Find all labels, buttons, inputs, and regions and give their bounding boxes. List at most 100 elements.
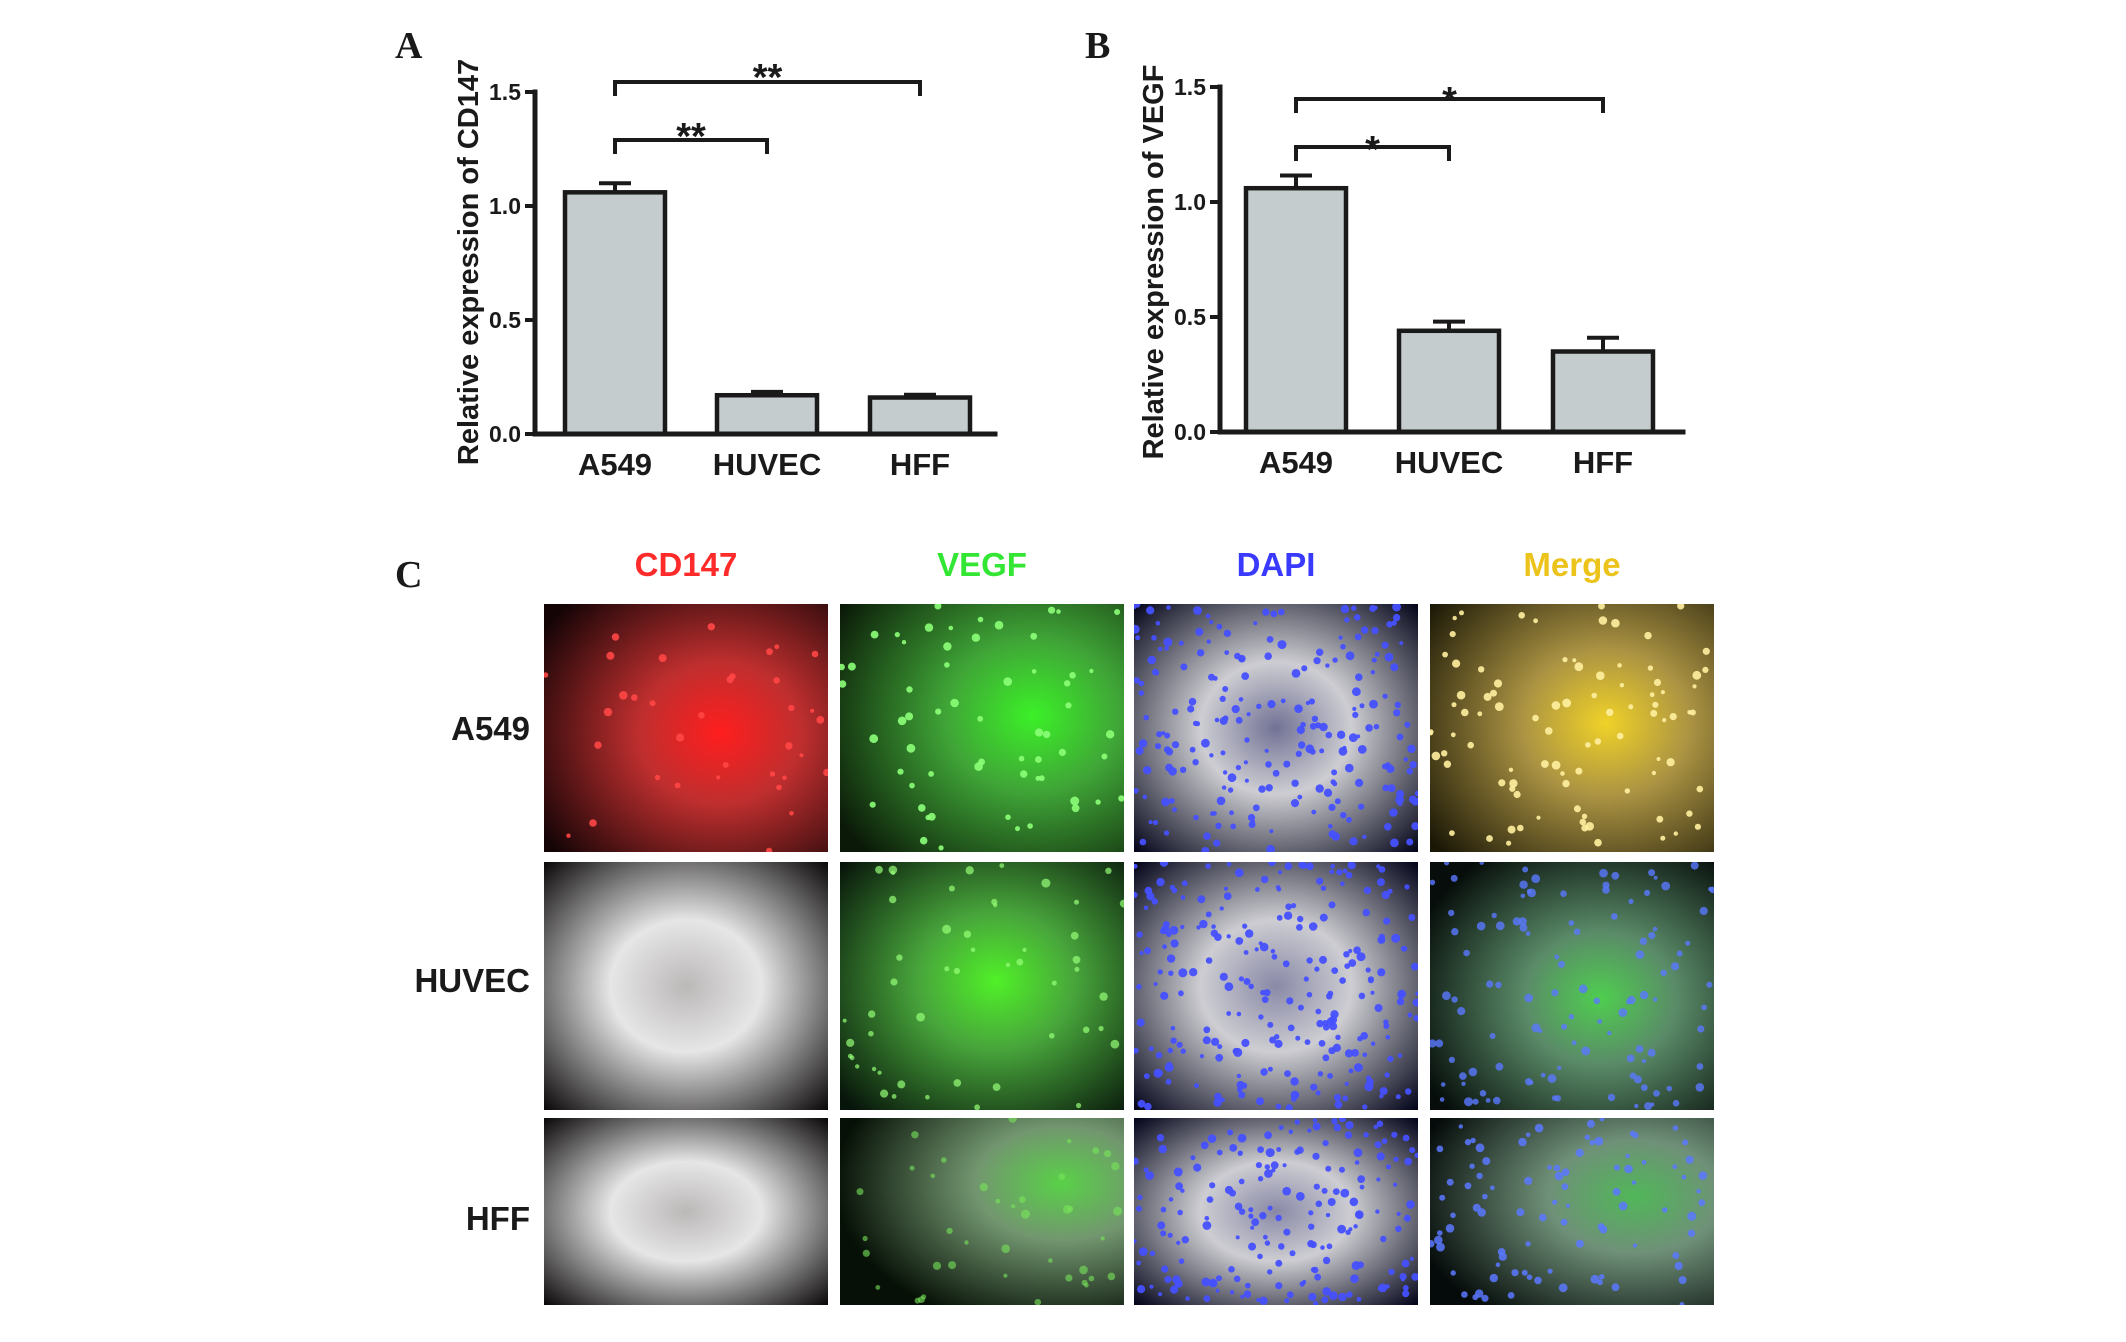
- nucleus-dot: [1155, 621, 1161, 626]
- nucleus-dot: [1180, 1048, 1186, 1054]
- nucleus-dot: [1165, 1078, 1172, 1085]
- nucleus-dot: [1104, 1150, 1112, 1158]
- nucleus-dot: [1178, 968, 1188, 978]
- nucleus-dot: [1531, 874, 1541, 884]
- nucleus-dot: [1145, 1171, 1154, 1180]
- bar-a-huvec: [714, 392, 820, 437]
- nucleus-dot: [1635, 1045, 1644, 1053]
- nucleus-dot: [1308, 1292, 1317, 1301]
- nucleus-dot: [875, 1285, 881, 1290]
- nucleus-dot: [1340, 812, 1347, 819]
- nucleus-dot: [1313, 1183, 1320, 1190]
- nucleus-dot: [1356, 952, 1366, 962]
- nucleus-dot: [1134, 604, 1137, 610]
- nucleus-dot: [776, 784, 782, 791]
- nucleus-dot: [1322, 1140, 1329, 1147]
- nucleus-dot: [1449, 631, 1456, 638]
- nucleus-dot: [1519, 880, 1528, 889]
- nucleus-dot: [1178, 1258, 1185, 1264]
- nucleus-dot: [1495, 1262, 1501, 1268]
- nucleus-dot: [1069, 672, 1076, 679]
- nucleus-dot: [1441, 750, 1448, 757]
- nucleus-dot: [1164, 645, 1169, 651]
- nucleus-dot: [1444, 862, 1450, 866]
- nucleus-dot: [1105, 730, 1115, 739]
- nucleus-dot: [1169, 925, 1179, 935]
- nucleus-dot: [1653, 678, 1662, 687]
- nucleus-dot: [1258, 1014, 1264, 1020]
- nucleus-dot: [1216, 1149, 1223, 1156]
- nucleus-dot: [978, 758, 985, 766]
- nucleus-dot: [1209, 753, 1214, 758]
- nucleus-dot: [1267, 700, 1276, 709]
- nucleus-dot: [1201, 847, 1210, 852]
- nucleus-dot: [1343, 951, 1350, 958]
- nucleus-dot: [1210, 1280, 1217, 1287]
- nucleus-dot: [1161, 797, 1170, 807]
- nucleus-dot: [1342, 868, 1348, 874]
- nucleus-dot: [1470, 1137, 1476, 1144]
- nucleus-dot: [1384, 762, 1391, 769]
- nucleus-dot: [1227, 787, 1234, 793]
- nucleus-dot: [1005, 962, 1011, 968]
- nucleus-dot: [1411, 822, 1418, 831]
- nucleus-dot: [974, 1104, 980, 1110]
- nucleus-dot: [1143, 1073, 1150, 1079]
- nucleus-dot: [1354, 633, 1362, 641]
- nucleus-dot: [1278, 1125, 1284, 1131]
- nucleus-dot: [1297, 794, 1303, 800]
- nucleus-dot: [589, 819, 597, 827]
- nucleus-dot: [1616, 732, 1624, 740]
- nucleus-dot: [1672, 1125, 1679, 1131]
- nucleus-dot: [925, 1094, 930, 1100]
- nucleus-dot: [1651, 770, 1657, 776]
- nucleus-dot: [1235, 716, 1243, 724]
- nucleus-dot: [1272, 769, 1280, 777]
- nucleus-dot: [1632, 1243, 1638, 1248]
- nucleus-dot: [1389, 808, 1398, 817]
- nucleus-dot: [1686, 810, 1693, 817]
- row-header-huvec: HUVEC: [414, 962, 530, 999]
- nucleus-dot: [1554, 1171, 1564, 1181]
- nucleus-dot: [1461, 1081, 1466, 1086]
- nucleus-dot: [1589, 1139, 1595, 1146]
- nucleus-dot: [938, 845, 944, 851]
- nucleus-dot: [1008, 1118, 1017, 1123]
- nucleus-dot: [1518, 917, 1527, 926]
- nucleus-dot: [948, 1261, 957, 1270]
- nucleus-dot: [1219, 906, 1224, 911]
- nucleus-dot: [1394, 701, 1401, 708]
- nucleus-dot: [846, 1038, 855, 1047]
- nucleus-dot: [1048, 1258, 1053, 1263]
- nucleus-dot: [1661, 881, 1671, 891]
- nucleus-dot: [799, 753, 804, 758]
- nucleus-dot: [1396, 997, 1405, 1006]
- nucleus-dot: [1338, 1118, 1347, 1123]
- nucleus-dot: [544, 672, 549, 678]
- nucleus-dot: [1020, 770, 1028, 778]
- nucleus-dot: [953, 967, 960, 975]
- nucleus-dot: [1374, 651, 1380, 657]
- nucleus-dot: [1195, 627, 1204, 636]
- y-tick-label-a-1: 0.5: [489, 307, 521, 333]
- nucleus-dot: [1199, 1054, 1204, 1059]
- nucleus-dot: [1149, 1284, 1154, 1289]
- nucleus-dot: [1401, 1259, 1410, 1268]
- nucleus-dot: [1611, 871, 1620, 880]
- nucleus-dot: [944, 662, 950, 668]
- nucleus-dot: [1475, 1289, 1484, 1298]
- nucleus-dot: [1545, 727, 1553, 735]
- nucleus-dot: [1681, 1174, 1687, 1180]
- nucleus-dot: [1229, 1144, 1238, 1152]
- nucleus-dot: [1306, 957, 1313, 964]
- nucleus-dot: [1302, 1279, 1307, 1285]
- nucleus-dot: [1551, 760, 1561, 770]
- nucleus-dot: [1235, 937, 1244, 945]
- nucleus-dot: [1624, 1164, 1633, 1174]
- nucleus-dot: [1148, 1046, 1154, 1052]
- nucleus-dot: [1160, 1206, 1167, 1213]
- nucleus-dot: [1284, 1070, 1291, 1077]
- nucleus-dot: [1331, 1118, 1338, 1125]
- nucleus-dot: [964, 1240, 969, 1245]
- nucleus-dot: [1136, 984, 1142, 990]
